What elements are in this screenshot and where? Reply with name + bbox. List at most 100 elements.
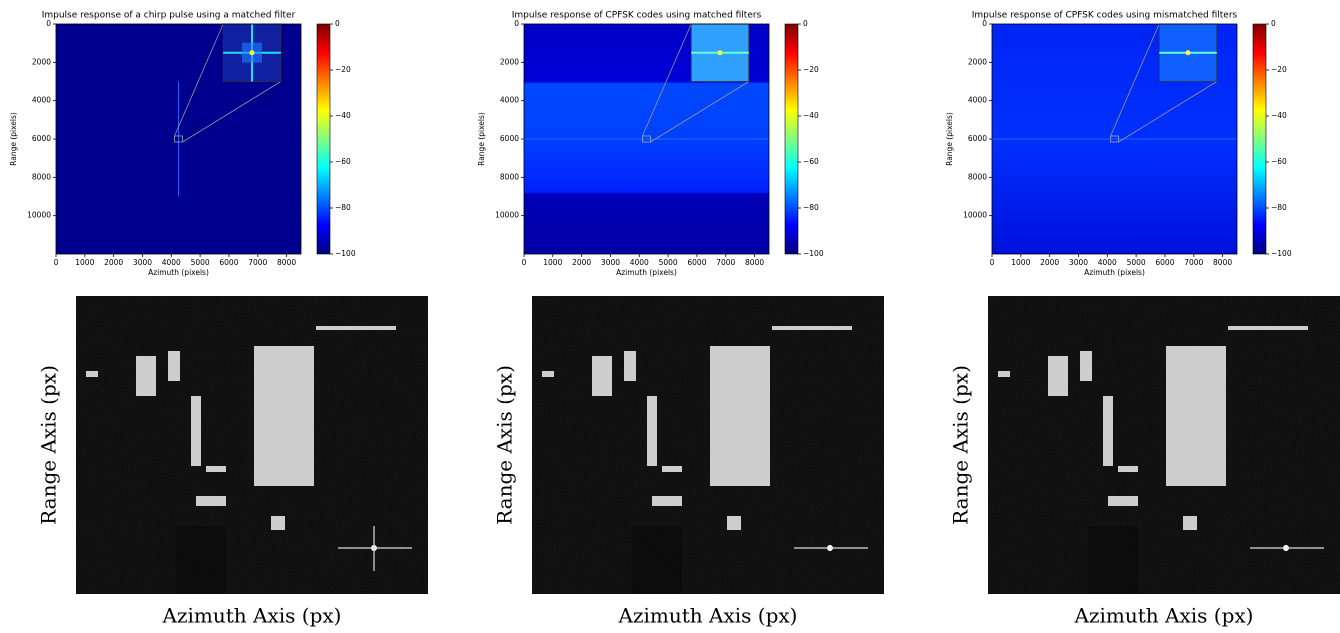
sar-image (988, 296, 1340, 594)
x-tick-label: 0 (54, 258, 59, 267)
x-tick-label: 1000 (543, 258, 562, 267)
x-tick-label: 5000 (659, 258, 678, 267)
x-tick-label: 1000 (75, 258, 94, 267)
sar-structure (206, 466, 226, 472)
x-tick-label: 5000 (1127, 258, 1146, 267)
x-tick-label: 3000 (601, 258, 620, 267)
x-axis-label: Azimuth Axis (px) (618, 604, 798, 628)
colorbar-tick-label: −20 (803, 65, 819, 74)
y-axis-label: Range Axis (px) (949, 365, 973, 525)
sar-structure (727, 516, 741, 530)
colorbar-tick-label: −80 (335, 203, 351, 212)
chart-title: Impulse response of CPFSK codes using ma… (512, 11, 762, 21)
y-tick-label: 0 (514, 19, 519, 28)
x-tick-label: 0 (522, 258, 527, 267)
sar-structure (86, 371, 98, 377)
sar-structure (998, 371, 1010, 377)
x-axis-label: Azimuth Axis (px) (162, 604, 342, 628)
x-tick-label: 3000 (1069, 258, 1088, 267)
sar-structure (136, 356, 156, 396)
y-tick-label: 10000 (495, 211, 519, 220)
inset-peak (249, 50, 255, 56)
sar-structure (1118, 466, 1138, 472)
x-tick-label: 4000 (162, 258, 181, 267)
y-axis-label: Range Axis (px) (37, 365, 61, 525)
sar-shadow (1088, 526, 1138, 594)
x-tick-label: 1000 (1011, 258, 1030, 267)
sar-structure (1048, 356, 1068, 396)
sar-structure (1183, 516, 1197, 530)
y-tick-label: 0 (982, 19, 987, 28)
zoom-connector (642, 23, 692, 137)
sar-structure (316, 326, 396, 330)
colorbar-tick-label: −80 (1271, 203, 1287, 212)
colorbar-tick-label: −40 (335, 111, 351, 120)
sar-structure (191, 396, 201, 466)
sar-structure (647, 396, 657, 466)
sar-speckle (76, 296, 428, 594)
colorbar-tick-label: 0 (1271, 19, 1276, 28)
y-tick-label: 4000 (32, 96, 51, 105)
x-axis-label: Azimuth Axis (px) (1074, 604, 1254, 628)
colorbar (1252, 23, 1267, 255)
y-tick-label: 2000 (500, 57, 519, 66)
colorbar (316, 23, 331, 255)
x-tick-label: 8000 (277, 258, 296, 267)
sar-structure (1228, 326, 1308, 330)
sar-structure (592, 356, 612, 396)
y-tick-label: 8000 (32, 172, 51, 181)
x-tick-label: 8000 (745, 258, 764, 267)
sar-structure (624, 351, 636, 381)
sar-structure (772, 326, 852, 330)
zoom-connector (650, 81, 750, 143)
x-tick-label: 0 (990, 258, 995, 267)
inset-peak (1185, 50, 1191, 56)
y-tick-label: 6000 (500, 134, 519, 143)
sar-structure (1166, 346, 1226, 486)
x-axis-label: Azimuth (pixels) (148, 268, 209, 277)
colorbar-tick-label: −60 (335, 157, 351, 166)
y-axis-label: Range (pixels) (9, 112, 18, 166)
x-tick-label: 6000 (687, 258, 706, 267)
sar-speckle (532, 296, 884, 594)
y-tick-label: 2000 (32, 57, 51, 66)
sar-structure (1080, 351, 1092, 381)
colorbar-tick-label: 0 (803, 19, 808, 28)
colorbar-tick-label: −20 (1271, 65, 1287, 74)
colorbar-tick-label: −100 (335, 249, 356, 258)
x-tick-label: 7000 (248, 258, 267, 267)
y-tick-label: 6000 (968, 134, 987, 143)
sar-image (532, 296, 884, 594)
x-tick-label: 4000 (630, 258, 649, 267)
sar-shadow (176, 526, 226, 594)
colorbar-tick-label: −60 (803, 157, 819, 166)
colorbar-tick-label: −40 (1271, 111, 1287, 120)
x-tick-label: 7000 (1184, 258, 1203, 267)
sar-structure (710, 346, 770, 486)
x-tick-label: 6000 (1155, 258, 1174, 267)
zoom-connector (1110, 23, 1160, 137)
colorbar-tick-label: −60 (1271, 157, 1287, 166)
colorbar-tick-label: −20 (335, 65, 351, 74)
sar-structure (662, 466, 682, 472)
sar-structure (542, 371, 554, 377)
x-tick-label: 2000 (104, 258, 123, 267)
sar-structure (1103, 396, 1113, 466)
colorbar-tick-label: −40 (803, 111, 819, 120)
sar-structure (254, 346, 314, 486)
x-axis-label: Azimuth (pixels) (616, 268, 677, 277)
y-tick-label: 6000 (32, 134, 51, 143)
chart-title: Impulse response of a chirp pulse using … (42, 11, 296, 21)
sar-image (76, 296, 428, 594)
x-tick-label: 3000 (133, 258, 152, 267)
x-tick-label: 2000 (1040, 258, 1059, 267)
x-tick-label: 7000 (716, 258, 735, 267)
y-tick-label: 4000 (500, 96, 519, 105)
sar-shadow (632, 526, 682, 594)
y-axis-label: Range Axis (px) (493, 365, 517, 525)
zoom-connector (174, 23, 224, 137)
sar-structure (196, 496, 226, 506)
colorbar-tick-label: 0 (335, 19, 340, 28)
colorbar (784, 23, 799, 255)
y-tick-label: 4000 (968, 96, 987, 105)
